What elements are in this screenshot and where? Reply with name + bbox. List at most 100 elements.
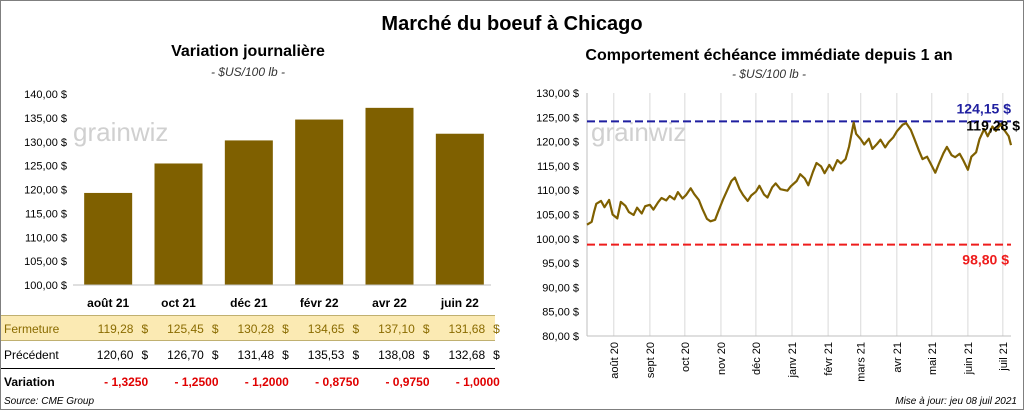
line-y-tick-label: 80,00 $ bbox=[542, 331, 579, 343]
table-cell: 126,70 $ bbox=[141, 348, 219, 362]
line-y-tick-label: 105,00 $ bbox=[536, 210, 579, 222]
line-y-tick-label: 110,00 $ bbox=[537, 185, 579, 197]
table-cell: 119,28 $ bbox=[70, 322, 149, 336]
cell-value: 138,08 bbox=[378, 348, 415, 362]
line-y-tick-label: 100,00 $ bbox=[536, 234, 579, 246]
cell-value: 126,70 bbox=[167, 348, 204, 362]
bar-x-tick-label: oct 21 bbox=[161, 296, 196, 310]
cell-currency: $ bbox=[211, 348, 219, 362]
cell-currency: $ bbox=[352, 348, 360, 362]
last-value-label: 119,28 $ bbox=[966, 117, 1020, 133]
cell-value: 120,60 bbox=[96, 348, 134, 362]
table-cell: 132,68 $ bbox=[422, 348, 500, 362]
variation-label: Variation bbox=[4, 375, 55, 389]
cell-value: 137,10 bbox=[378, 322, 415, 336]
table-cell: 130,28 $ bbox=[211, 322, 289, 336]
bar-y-tick-label: 110,00 $ bbox=[25, 232, 67, 244]
line-x-tick-label: janv 21 bbox=[787, 342, 799, 378]
cell-currency: $ bbox=[211, 322, 219, 336]
cell-currency: $ bbox=[493, 322, 500, 336]
bar bbox=[84, 192, 133, 285]
bar-y-tick-label: 130,00 $ bbox=[24, 137, 67, 149]
precedent-label: Précédent bbox=[4, 348, 59, 362]
source-note: Source: CME Group bbox=[4, 396, 95, 407]
cell-value: 130,28 bbox=[237, 322, 275, 336]
bar-y-tick-label: 105,00 $ bbox=[24, 256, 67, 268]
cell-currency: $ bbox=[352, 322, 360, 336]
table-cell: 120,60 $ bbox=[70, 348, 148, 362]
cell-value: - 1,3250 bbox=[104, 375, 149, 389]
line-y-tick-label: 95,00 $ bbox=[542, 258, 579, 270]
table-cell: - 1,2500 bbox=[141, 375, 219, 389]
bar-chart-title: Variation journalière bbox=[171, 43, 325, 60]
line-x-tick-label: juin 21 bbox=[963, 342, 975, 375]
bar-y-tick-label: 140,00 $ bbox=[24, 89, 67, 101]
cell-value: 131,68 bbox=[448, 322, 486, 336]
table-cell: - 0,9750 bbox=[352, 375, 430, 389]
cell-currency: $ bbox=[141, 322, 149, 336]
cell-currency: $ bbox=[282, 322, 289, 336]
line-y-tick-label: 90,00 $ bbox=[542, 282, 579, 294]
cell-currency: $ bbox=[141, 348, 149, 362]
table-cell: 131,48 $ bbox=[211, 348, 289, 362]
line-y-tick-label: 115,00 $ bbox=[537, 161, 579, 173]
table-cell: - 0,8750 bbox=[281, 375, 359, 389]
bar-y-tick-label: 125,00 $ bbox=[24, 161, 67, 173]
cell-value: 132,68 bbox=[448, 348, 486, 362]
update-note: Mise à jour: jeu 08 juil 2021 bbox=[895, 396, 1017, 407]
table-row-fermeture: Fermeture 119,28 $125,45 $130,28 $134,65 $13… bbox=[1, 315, 500, 341]
line-x-tick-label: mai 21 bbox=[927, 342, 939, 375]
low-label: 98,80 $ bbox=[962, 252, 1009, 268]
cell-value: 119,28 bbox=[97, 322, 134, 336]
cell-currency: $ bbox=[282, 348, 289, 362]
bar-x-tick-label: févr 22 bbox=[300, 296, 339, 310]
cell-value: - 0,8750 bbox=[315, 375, 360, 389]
bar-x-tick-label: avr 22 bbox=[372, 296, 407, 310]
bar-y-tick-label: 115,00 $ bbox=[25, 208, 67, 220]
bar bbox=[435, 133, 484, 285]
bar-x-tick-label: juin 22 bbox=[440, 296, 479, 310]
line-x-tick-label: avr 21 bbox=[892, 342, 904, 373]
table-row-precedent: Précédent 120,60 $126,70 $131,48 $ 135,53 $13… bbox=[1, 342, 500, 366]
bar-x-tick-label: août 21 bbox=[87, 296, 129, 310]
bar-y-tick-label: 135,00 $ bbox=[24, 113, 67, 125]
line-x-tick-label: déc 20 bbox=[751, 342, 763, 375]
price-series-line bbox=[586, 121, 1013, 226]
bar bbox=[154, 163, 203, 285]
line-x-tick-label: oct 20 bbox=[680, 342, 692, 372]
cell-value: 134,65 bbox=[307, 322, 345, 336]
cell-value: 125,45 bbox=[167, 322, 204, 336]
table-cell: - 1,0000 bbox=[422, 375, 500, 389]
main-title: Marché du boeuf à Chicago bbox=[381, 13, 643, 35]
table-cell: 137,10 $ bbox=[352, 322, 430, 336]
line-chart-unit: - $US/100 lb - bbox=[731, 67, 807, 81]
cell-value: - 1,2500 bbox=[174, 375, 219, 389]
bar bbox=[295, 119, 344, 285]
fermeture-label: Fermeture bbox=[4, 322, 60, 336]
bar-chart-unit: - $US/100 lb - bbox=[210, 65, 286, 79]
cell-value: - 1,0000 bbox=[455, 375, 500, 389]
line-y-tick-label: 120,00 $ bbox=[536, 137, 579, 149]
cell-value: - 0,9750 bbox=[385, 375, 430, 389]
cell-value: 135,53 bbox=[307, 348, 345, 362]
cell-currency: $ bbox=[422, 348, 430, 362]
table-cell: 138,08 $ bbox=[352, 348, 430, 362]
bar-y-tick-label: 100,00 $ bbox=[24, 280, 67, 292]
line-x-tick-label: sept 20 bbox=[645, 342, 657, 378]
table-cell: 134,65 $ bbox=[281, 322, 359, 336]
bar bbox=[224, 140, 273, 285]
line-x-tick-label: févr 21 bbox=[823, 342, 835, 376]
line-chart-title: Comportement échéance immédiate depuis 1… bbox=[585, 47, 953, 64]
line-y-tick-label: 125,00 $ bbox=[536, 112, 579, 124]
line-x-tick-label: nov 20 bbox=[716, 342, 728, 375]
line-y-tick-label: 130,00 $ bbox=[536, 88, 579, 100]
cell-currency: $ bbox=[422, 322, 430, 336]
cell-value: - 1,2000 bbox=[244, 375, 289, 389]
bar-watermark: grainwiz bbox=[73, 117, 168, 147]
cell-currency: $ bbox=[493, 348, 500, 362]
bar-y-tick-label: 120,00 $ bbox=[24, 185, 67, 197]
table-row-variation: Variation - 1,3250 - 1,2500 - 1,2000 - 0,87… bbox=[1, 368, 500, 393]
line-x-tick-label: août 20 bbox=[609, 342, 621, 379]
